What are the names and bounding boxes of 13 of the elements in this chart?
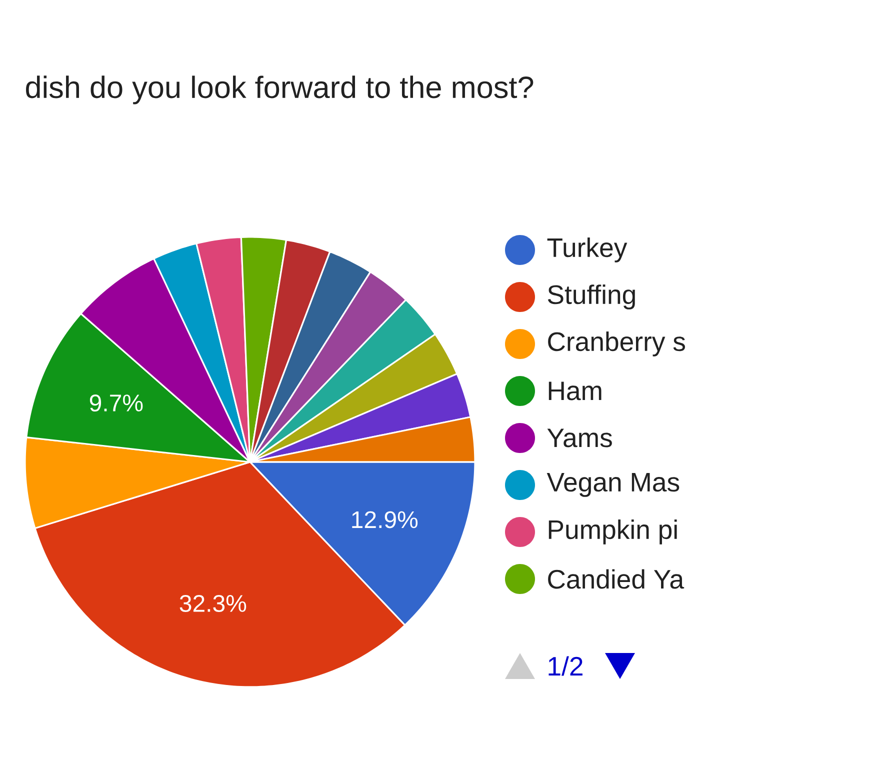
data-label: 12.9% xyxy=(352,511,418,528)
legend-label: Yams xyxy=(547,428,612,448)
chart-title: dish do you look forward to the most? xyxy=(26,76,534,104)
legend-label: Ham xyxy=(548,382,602,400)
legend-label: Cranberry s xyxy=(548,332,685,356)
legend-label: Pumpkin pi xyxy=(548,520,677,544)
legend-label: Turkey xyxy=(547,238,628,262)
legend-label: Vegan Mas xyxy=(546,473,680,497)
data-label: 32.3% xyxy=(180,594,246,612)
legend-label: Stuffing xyxy=(548,284,635,310)
legend-label: Candied Ya xyxy=(548,569,684,589)
data-label: 9.7% xyxy=(90,394,143,412)
text: 1/2 xyxy=(548,656,582,676)
